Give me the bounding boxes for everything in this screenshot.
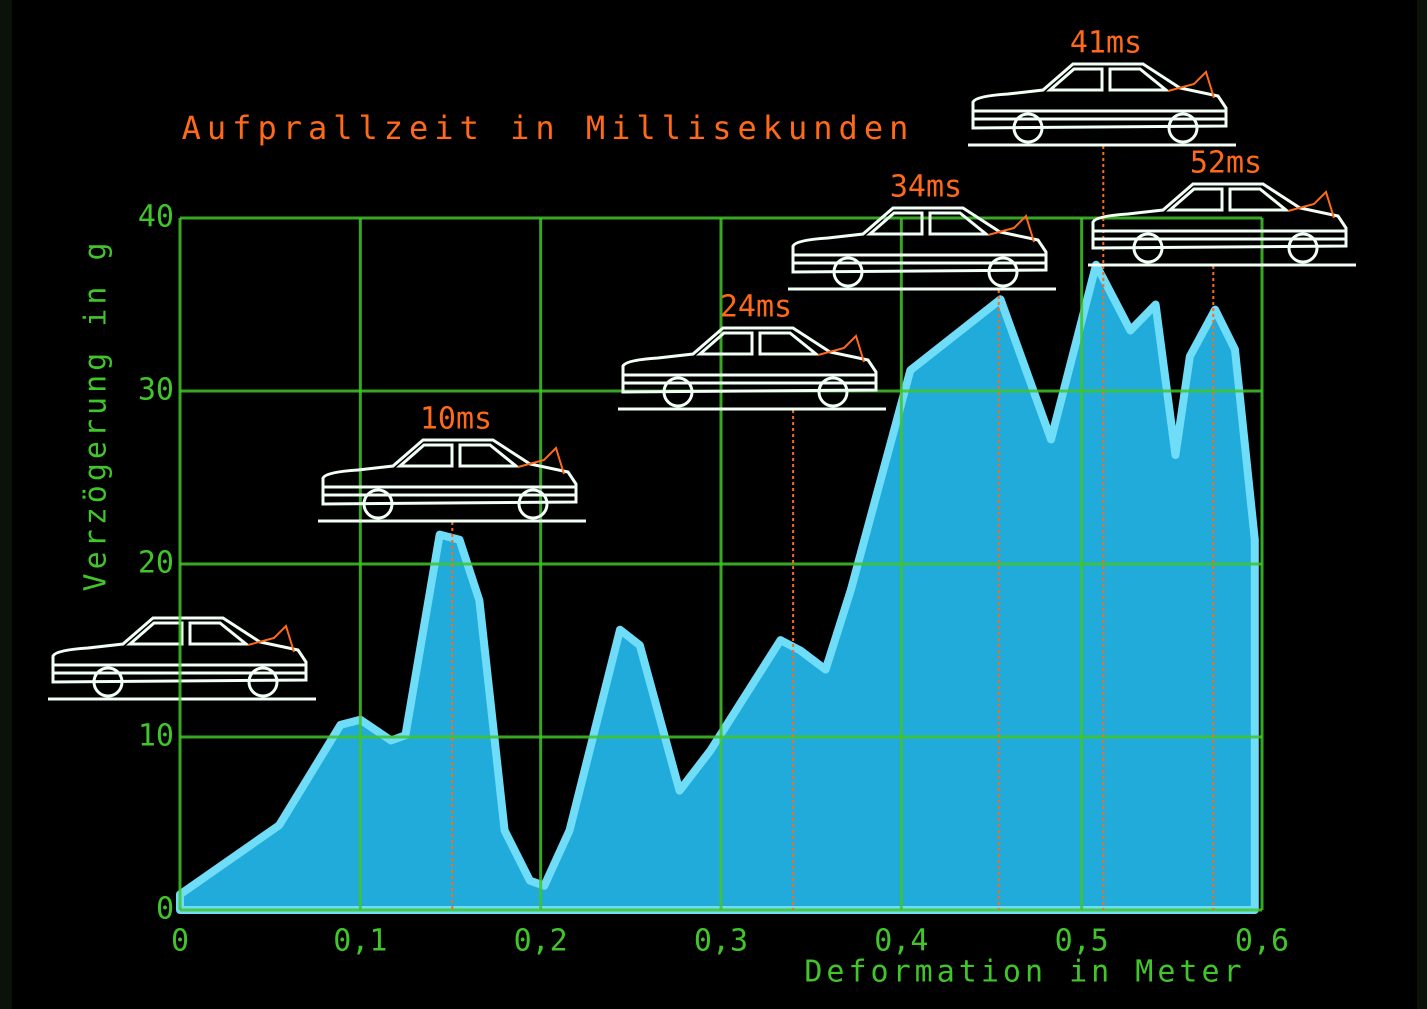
y-axis-title: Verzögerung in g: [79, 239, 114, 592]
time-label: 52ms: [1190, 146, 1262, 181]
y-tick-label: 0: [156, 892, 174, 927]
time-label: 34ms: [890, 170, 962, 205]
x-axis-title: Deformation in Meter: [804, 955, 1245, 990]
x-tick-label: 0,3: [694, 924, 748, 959]
time-label: 41ms: [1070, 26, 1142, 61]
x-tick-label: 0,4: [874, 924, 928, 959]
x-tick-label: 0,1: [333, 924, 387, 959]
x-tick-label: 0,6: [1235, 924, 1289, 959]
y-tick-label: 30: [138, 373, 174, 408]
x-tick-label: 0,2: [514, 924, 568, 959]
chart-title: Aufprallzeit in Millisekunden: [182, 109, 915, 147]
time-label: 10ms: [420, 402, 492, 437]
y-tick-label: 40: [138, 200, 174, 235]
x-tick-label: 0,5: [1055, 924, 1109, 959]
x-tick-label: 0: [171, 924, 189, 959]
y-tick-label: 20: [138, 546, 174, 581]
time-label: 24ms: [720, 290, 792, 325]
y-tick-label: 10: [138, 719, 174, 754]
